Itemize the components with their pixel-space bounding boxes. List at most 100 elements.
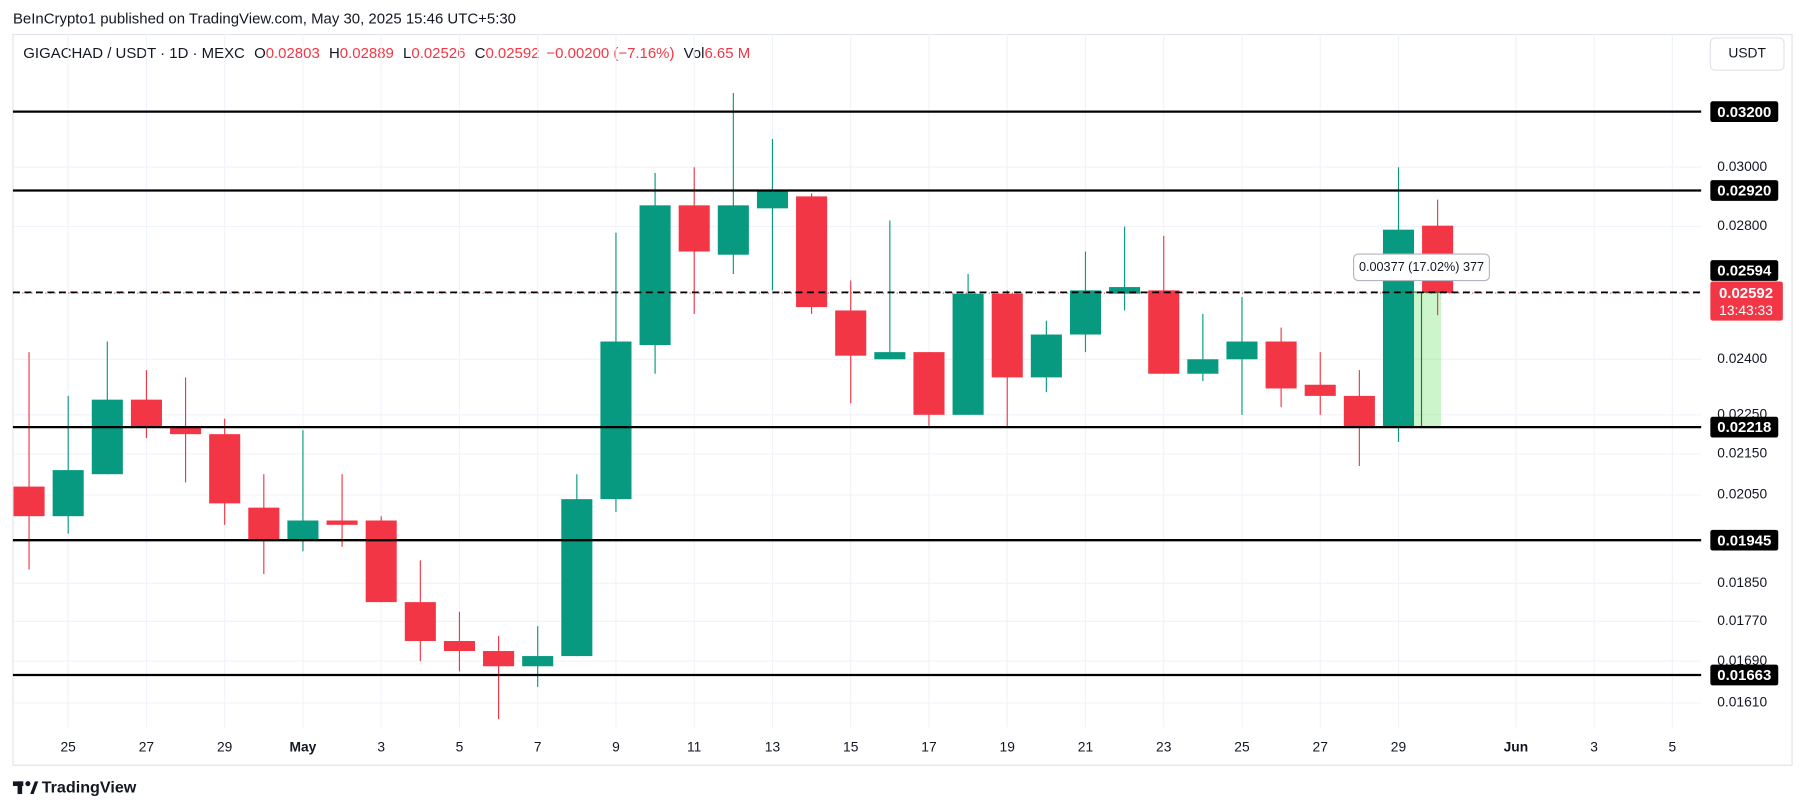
candle-body: [483, 651, 515, 667]
x-tick-label: 27: [1313, 740, 1328, 755]
candle-body: [209, 434, 241, 504]
y-tick-label: 0.01770: [1717, 613, 1767, 628]
level-label: 0.02594: [1717, 263, 1772, 280]
currency-label[interactable]: USDT: [1728, 46, 1766, 61]
candle-body: [91, 399, 123, 475]
ohlc-value: 0.02889: [340, 45, 394, 62]
level-label: 0.02218: [1717, 419, 1771, 436]
candle-body: [561, 499, 593, 657]
x-tick-label: 13: [765, 740, 781, 755]
x-tick-label: 23: [1156, 740, 1172, 755]
candle-body: [52, 470, 84, 517]
frame: [12, 33, 1793, 766]
volume: 6.65 M: [704, 45, 750, 62]
ohlc-value: 0.02526: [411, 45, 465, 62]
measure-label: 0.00377 (17.02%) 377: [1359, 260, 1484, 274]
candle-body: [717, 205, 749, 255]
candle-body: [287, 520, 319, 541]
level-tag: [1710, 416, 1779, 438]
y-tick-label: 0.02400: [1717, 351, 1767, 366]
x-tick-label: Jun: [1504, 740, 1529, 755]
ohlc-key: H: [329, 45, 340, 62]
ohlc-value: 0.02803: [266, 45, 320, 62]
measure-tooltip: [1353, 253, 1490, 282]
candle-body: [991, 293, 1023, 378]
candle-body: [639, 205, 671, 346]
candle-body: [796, 196, 828, 308]
candle-body: [522, 656, 554, 667]
y-tick-label: 0.02800: [1717, 218, 1767, 233]
x-tick-label: 5: [1669, 740, 1677, 755]
change: −0.00200 (−7.16%): [546, 45, 674, 62]
ohlc-value: 0.02592: [485, 45, 539, 62]
y-tick-label: 0.02150: [1717, 446, 1767, 461]
candle-body: [952, 293, 984, 415]
x-tick-label: 27: [139, 740, 154, 755]
candle-body: [365, 520, 397, 603]
y-tick-label: 0.01610: [1717, 695, 1767, 710]
candle-body: [1030, 334, 1062, 378]
attribution: BeInCrypto1 published on TradingView.com…: [13, 11, 516, 28]
x-tick-label: 25: [61, 740, 77, 755]
candle-body: [835, 310, 867, 356]
level-tag: [1710, 664, 1779, 686]
x-tick-label: 25: [1234, 740, 1250, 755]
countdown: 13:43:33: [1719, 303, 1773, 318]
candle-body: [874, 352, 906, 360]
currency-button[interactable]: [1709, 37, 1785, 71]
candle-body: [1187, 359, 1219, 374]
plot-area: 25 27 29 May 3 5 7 9 11 13 15 17 19 21 23 25 27 29 Jun 3 5 0.…: [12, 34, 1783, 755]
x-tick-label: 11: [687, 740, 701, 755]
y-tick-label: 0.03000: [1717, 159, 1767, 174]
candle-body: [170, 426, 202, 435]
candle-body: [678, 205, 710, 252]
candle-body: [326, 520, 358, 525]
last-price-label: 0.02592: [1719, 285, 1773, 302]
level-tag: [1710, 180, 1779, 201]
last-price-tag: [1710, 281, 1783, 321]
candle-body: [13, 486, 45, 517]
candle-body: [756, 190, 788, 209]
level-label: 0.02920: [1717, 183, 1771, 200]
brand: TradingView: [42, 779, 137, 797]
candle-body: [600, 341, 632, 500]
level-tag: [1710, 260, 1779, 281]
ohlc-key: C: [475, 45, 486, 62]
y-tick-label: 0.02050: [1717, 487, 1767, 502]
candle-body: [1069, 290, 1102, 335]
x-tick-label: 29: [1391, 740, 1407, 755]
candle-body: [1226, 341, 1258, 360]
symbol: GIGACHAD / USDT · 1D · MEXC: [23, 45, 245, 62]
x-tick-label: 17: [921, 740, 936, 755]
x-tick-label: 21: [1078, 740, 1093, 755]
y-tick-label: 0.01690: [1717, 653, 1767, 668]
level-label: 0.01945: [1717, 532, 1771, 549]
x-tick-label: 5: [456, 740, 464, 755]
x-tick-label: 19: [1000, 740, 1016, 755]
candle-body: [1265, 341, 1297, 389]
candle-body: [1304, 384, 1336, 396]
ohlc-key: O: [254, 45, 266, 62]
candle-body: [913, 352, 945, 415]
candle-body: [1148, 290, 1180, 374]
x-tick-label: 3: [1590, 740, 1598, 755]
x-tick-label: 29: [217, 740, 233, 755]
x-tick-label: 15: [843, 740, 859, 755]
candle-body: [1109, 287, 1141, 294]
candle-body: [248, 507, 280, 541]
candle-body: [443, 641, 475, 652]
x-tick-label: 7: [534, 740, 542, 755]
legend: GIGACHAD / USDT · 1D · MEXC O0.02803 H0.02…: [23, 45, 750, 62]
tradingview-logo: [12, 781, 39, 795]
level-label: 0.03200: [1717, 104, 1771, 121]
y-tick-label: 0.01850: [1717, 575, 1767, 590]
candle-body: [1343, 395, 1375, 427]
level-tag: [1710, 101, 1779, 123]
candle-body: [404, 602, 436, 642]
x-tick-label: May: [290, 740, 317, 755]
level-tag: [1710, 529, 1779, 551]
x-tick-label: 3: [377, 740, 385, 755]
x-tick-label: 9: [612, 740, 620, 755]
